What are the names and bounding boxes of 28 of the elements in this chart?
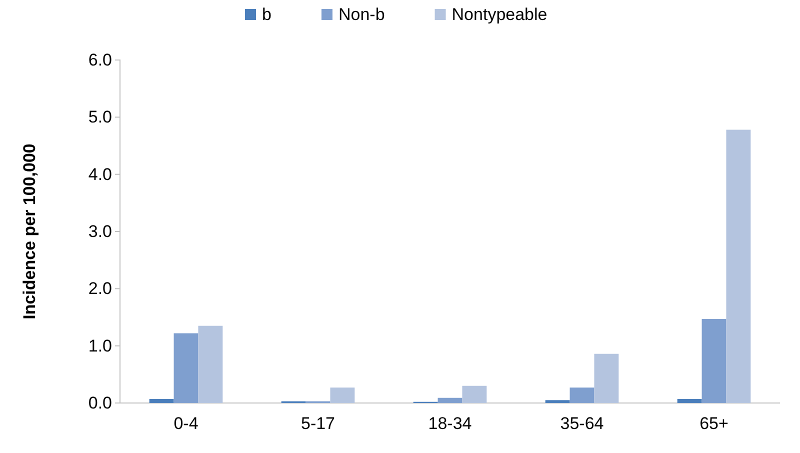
- bar: [545, 400, 570, 403]
- bar: [726, 130, 751, 403]
- y-tick-label: 4.0: [88, 164, 112, 184]
- bar: [149, 399, 174, 403]
- bar: [462, 386, 487, 403]
- bar: [174, 333, 198, 403]
- legend-label: Non-b: [338, 5, 385, 24]
- x-tick-label: 5-17: [300, 414, 336, 434]
- x-tick-label: 35-64: [560, 414, 604, 434]
- legend-label: b: [262, 5, 272, 24]
- y-tick-label: 6.0: [88, 50, 112, 70]
- y-tick-label: 0.0: [88, 393, 112, 412]
- x-tick-label: 0-4: [174, 414, 198, 434]
- y-tick-label: 2.0: [88, 279, 112, 298]
- x-tick-label: 65+: [700, 414, 728, 434]
- x-tick-label: 18-34: [428, 414, 472, 434]
- y-tick-label: 3.0: [88, 222, 112, 241]
- y-tick-label: 1.0: [88, 336, 112, 356]
- y-tick-label: 5.0: [88, 108, 112, 127]
- bar: [330, 388, 355, 403]
- bar: [198, 326, 223, 403]
- bar: [702, 318, 726, 403]
- bar: [677, 399, 702, 403]
- legend-label: Nontypeable: [452, 5, 548, 24]
- y-axis-title: Incidence per 100,000: [20, 144, 39, 320]
- bar: [438, 398, 462, 403]
- bar: [594, 354, 619, 403]
- bar: [570, 388, 594, 403]
